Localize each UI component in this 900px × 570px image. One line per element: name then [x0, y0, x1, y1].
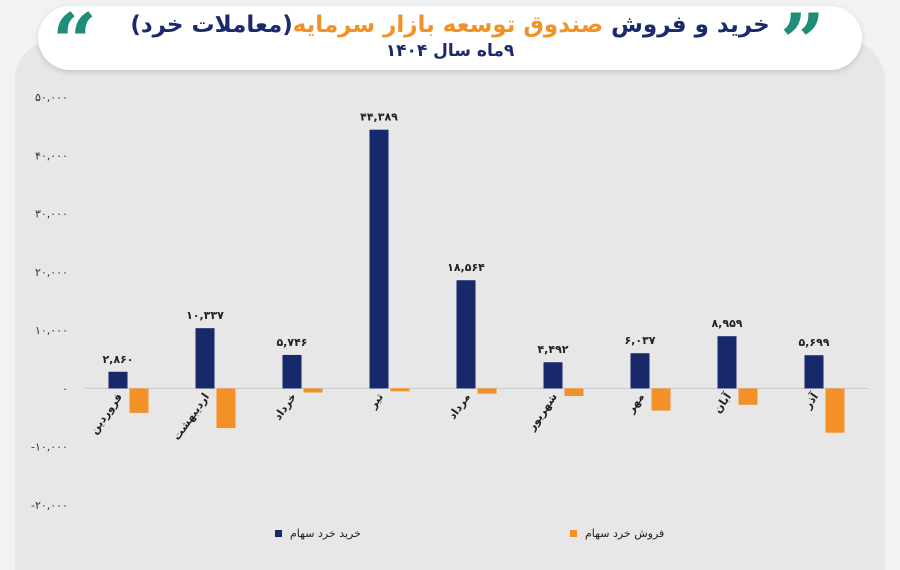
buy-value-label: ۴۴,۳۸۹ [360, 111, 398, 124]
sell-bar [564, 388, 584, 397]
legend-label-buy: خرید خرد سهام [290, 527, 361, 540]
buy-value-label: ۶,۰۳۷ [624, 334, 655, 347]
buy-bar [804, 355, 824, 389]
category-label: شهریور [524, 391, 559, 434]
sell-bar [216, 388, 236, 429]
y-tick-label: -۱۰,۰۰۰ [31, 441, 68, 454]
buy-value-label: ۱۰,۳۳۷ [186, 309, 224, 322]
quote-close-icon: ” [780, 0, 825, 88]
category-label: آذر [800, 390, 821, 412]
category-label: تیر [366, 391, 386, 412]
sell-bar [477, 388, 497, 394]
sell-bar [651, 388, 671, 411]
category-label: فروردین [87, 391, 125, 437]
buy-bar [369, 129, 389, 389]
category-label: آبان [710, 390, 734, 416]
buy-value-label: ۸,۹۵۹ [711, 317, 742, 330]
category-label: خرداد [271, 391, 299, 423]
sell-bar [303, 388, 323, 393]
sell-bar [825, 388, 845, 433]
buy-value-label: ۱۸,۵۶۴ [447, 261, 485, 274]
legend-swatch-buy [275, 530, 282, 537]
y-tick-label: -۲۰,۰۰۰ [31, 499, 68, 512]
chart-panel [15, 40, 885, 570]
chart-subtitle: ۹ماه سال ۱۴۰۴ [385, 41, 515, 61]
buy-bar [108, 371, 128, 389]
legend-swatch-sell [570, 530, 577, 537]
legend-label-sell: فروش خرد سهام [585, 527, 664, 540]
title-banner: خرید و فروش صندوق توسعه بازار سرمایه(معا… [38, 6, 862, 70]
y-tick-label: ۰ [62, 382, 68, 395]
buy-bar [282, 354, 302, 389]
y-tick-label: ۳۰,۰۰۰ [35, 208, 68, 221]
buy-bar [195, 328, 215, 389]
buy-value-label: ۵,۶۹۹ [798, 336, 829, 349]
sell-bar [390, 388, 410, 392]
title-part-3: (معاملات خرد) [130, 12, 293, 38]
buy-bar [717, 336, 737, 389]
buy-value-label: ۵,۷۴۶ [276, 336, 307, 349]
buy-bar [630, 353, 650, 389]
y-tick-label: ۱۰,۰۰۰ [35, 324, 68, 337]
buy-value-label: ۴,۴۹۲ [537, 343, 568, 356]
buy-bar [543, 362, 563, 389]
y-tick-label: ۵۰,۰۰۰ [35, 91, 68, 104]
chart-title: خرید و فروش صندوق توسعه بازار سرمایه(معا… [38, 10, 862, 40]
title-part-1: خرید و فروش [611, 12, 770, 38]
y-tick-label: ۴۰,۰۰۰ [35, 149, 68, 162]
y-tick-label: ۲۰,۰۰۰ [35, 266, 68, 279]
buy-value-label: ۲,۸۶۰ [102, 353, 133, 366]
sell-bar [738, 388, 758, 405]
category-label: مرداد [446, 391, 473, 422]
title-part-2: صندوق توسعه بازار سرمایه [292, 12, 604, 38]
buy-bar [456, 280, 476, 389]
quote-open-icon: “ [52, 0, 97, 88]
category-label: مهر [624, 391, 647, 416]
category-label: اردیبهشت [170, 391, 212, 443]
sell-bar [129, 388, 149, 413]
